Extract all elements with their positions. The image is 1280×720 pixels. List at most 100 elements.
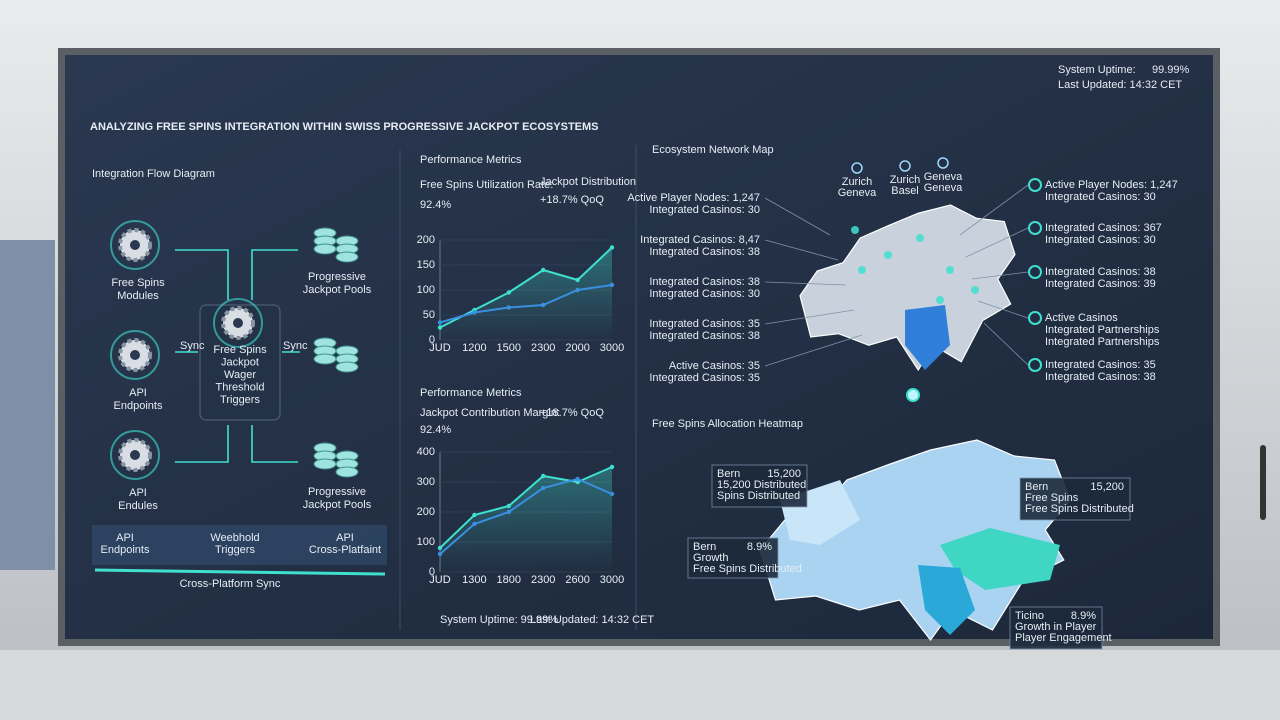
city-icon (851, 162, 863, 174)
x-tick-label: 1800 (497, 574, 521, 586)
connector (764, 281, 847, 286)
callout-text: 15,200 Distributed (717, 479, 806, 491)
kpi-value: +18.7% QoQ (540, 194, 604, 206)
y-tick-label: 400 (417, 446, 435, 458)
panel-title: Free Spins Allocation Heatmap (652, 418, 803, 430)
data-point (575, 287, 580, 293)
kpi-label: Free Spins Utilization Rate: (420, 179, 553, 191)
callout-figure: 8.9% (747, 541, 772, 553)
node-detail: Integrated Casinos: 35 (649, 372, 760, 384)
x-tick-label: JUD (429, 574, 450, 586)
node-label: Integrated Casinos: 35 (1045, 359, 1156, 371)
sync-label: API (336, 532, 354, 544)
connector (971, 271, 1029, 280)
gear-hub (130, 450, 140, 460)
database-disk (335, 361, 359, 373)
module-label: Modules (117, 290, 159, 302)
x-tick-label: 1300 (462, 574, 486, 586)
data-point (541, 473, 546, 479)
callout-box (687, 537, 779, 579)
node-label: Active Casinos (1045, 312, 1118, 324)
callout-text: Ticino (1015, 610, 1044, 622)
metrics-title: Performance Metrics (420, 154, 522, 166)
map-pin (906, 388, 920, 402)
y-tick-label: 200 (417, 506, 435, 518)
network-node (851, 226, 859, 234)
data-point (437, 325, 443, 330)
sync-label: Endpoints (101, 544, 150, 556)
node-detail: Integrated Casinos: 38 (649, 330, 760, 342)
kpi-label: Jackpot Contribution Margin: (420, 407, 560, 419)
x-tick-label: 3000 (600, 574, 624, 586)
heat-region (918, 565, 975, 635)
gear-glow (110, 430, 160, 480)
sync-glow (94, 568, 386, 576)
city-label: Basel (891, 185, 919, 197)
node-label: Active Casinos: 35 (669, 360, 760, 372)
data-point (541, 267, 546, 273)
database-disk (335, 251, 359, 263)
module-label: API (129, 387, 147, 399)
gear-hub (130, 240, 140, 250)
node-detail: Integrated Casinos: 38 (649, 246, 760, 258)
connector (764, 239, 839, 261)
y-tick-label: 0 (429, 566, 435, 578)
node-detail: Integrated Casinos: 30 (1045, 191, 1156, 203)
callout-text: Bern (1025, 481, 1048, 493)
city-label: Geneva (924, 171, 963, 183)
callout-text: Player Engagement (1015, 632, 1112, 644)
flow-arrow (175, 425, 229, 463)
y-tick-label: 50 (423, 309, 435, 321)
module-label: Endpoints (114, 400, 163, 412)
gear-glow (213, 298, 263, 348)
callout-text: Bern (693, 541, 716, 553)
data-point (437, 320, 443, 325)
callout-text: Spins Distributed (717, 490, 800, 502)
panel-title: Ecosystem Network Map (652, 144, 774, 156)
hub-label: Free Spins (213, 344, 267, 356)
node-icon (1028, 311, 1042, 325)
hub-label: Wager (224, 369, 256, 381)
node-label: Active Player Nodes: 1,247 (627, 192, 760, 204)
node-label: Integrated Casinos: 38 (649, 276, 760, 288)
network-node (916, 234, 924, 242)
node-detail: Integrated Casinos: 30 (1045, 234, 1156, 246)
line-area (440, 247, 612, 340)
data-point (437, 551, 443, 557)
data-point (609, 245, 615, 250)
y-tick-label: 100 (417, 284, 435, 296)
data-point (575, 277, 580, 283)
node-detail: Integrated Partnerships (1045, 324, 1160, 336)
network-node (884, 251, 892, 259)
network-node (971, 286, 979, 294)
callout-text: Growth (693, 552, 728, 564)
data-point (541, 302, 546, 308)
last-updated: Last Updated: 14:32 CET (1058, 79, 1182, 91)
callout-figure: 15,200 (767, 468, 801, 480)
x-tick-label: 1500 (497, 342, 521, 354)
x-tick-label: JUD (429, 342, 450, 354)
gear-hub (130, 350, 140, 360)
heatmap-map (759, 439, 1071, 642)
data-point (506, 509, 511, 515)
sync-label: API (116, 532, 134, 544)
data-point (506, 305, 511, 310)
database-disk (335, 466, 359, 478)
kpi-value: 92.4% (420, 424, 451, 436)
data-point (575, 476, 580, 482)
connector (764, 334, 863, 367)
x-tick-label: 2300 (531, 342, 555, 354)
node-detail: Integrated Casinos: 39 (1045, 278, 1156, 290)
gear-hub (233, 318, 243, 328)
heat-region (940, 528, 1060, 590)
callout-text: Free Spins (1025, 492, 1079, 504)
flow-arrow (175, 249, 229, 300)
content: ANALYZING FREE SPINS INTEGRATION WITHIN … (90, 64, 1190, 650)
y-tick-label: 200 (417, 234, 435, 246)
gear-glow (110, 330, 160, 380)
sync-bar (92, 525, 387, 565)
floor (0, 650, 1280, 720)
data-point (609, 464, 615, 470)
callout-box (1009, 606, 1103, 650)
